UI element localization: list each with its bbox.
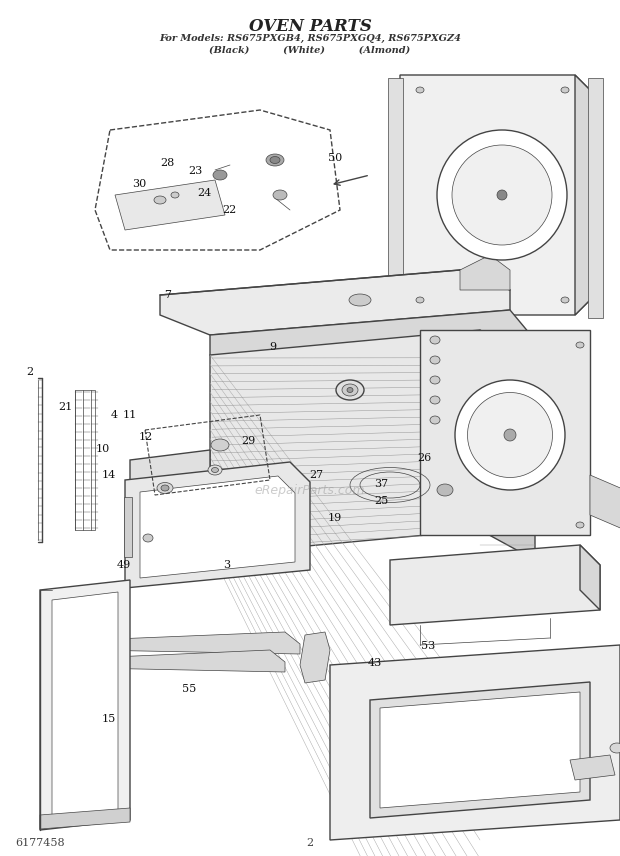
Text: eRepairParts.com: eRepairParts.com: [255, 484, 365, 496]
Ellipse shape: [342, 384, 358, 396]
Ellipse shape: [561, 297, 569, 303]
Polygon shape: [330, 645, 620, 840]
Text: OVEN PARTS: OVEN PARTS: [249, 18, 371, 35]
Polygon shape: [90, 650, 285, 672]
Ellipse shape: [576, 522, 584, 528]
Polygon shape: [580, 545, 600, 610]
Polygon shape: [40, 808, 130, 829]
Polygon shape: [125, 462, 310, 588]
Polygon shape: [570, 755, 615, 780]
Text: 29: 29: [241, 436, 255, 446]
Polygon shape: [400, 75, 590, 315]
Text: 30: 30: [133, 179, 146, 189]
Text: 28: 28: [161, 158, 174, 168]
Text: 2: 2: [26, 367, 33, 377]
Ellipse shape: [273, 190, 287, 200]
Polygon shape: [590, 475, 620, 530]
Text: 9: 9: [269, 342, 277, 352]
Ellipse shape: [576, 342, 584, 348]
Polygon shape: [575, 75, 590, 315]
Text: 50: 50: [328, 153, 342, 163]
Polygon shape: [380, 692, 580, 808]
Text: 43: 43: [368, 658, 382, 669]
Polygon shape: [40, 580, 130, 830]
Text: 15: 15: [102, 714, 115, 724]
Ellipse shape: [270, 157, 280, 163]
Ellipse shape: [349, 294, 371, 306]
Ellipse shape: [161, 485, 169, 491]
Polygon shape: [140, 476, 295, 578]
Ellipse shape: [171, 192, 179, 198]
Text: 21: 21: [58, 401, 72, 412]
Text: 19: 19: [328, 513, 342, 523]
Ellipse shape: [157, 483, 173, 494]
Polygon shape: [210, 330, 480, 555]
Ellipse shape: [610, 743, 620, 753]
Ellipse shape: [430, 416, 440, 424]
Text: 7: 7: [164, 290, 171, 300]
Text: 25: 25: [374, 496, 388, 506]
Text: 37: 37: [374, 479, 388, 489]
Polygon shape: [480, 330, 535, 560]
Ellipse shape: [437, 484, 453, 496]
Ellipse shape: [208, 465, 222, 475]
Ellipse shape: [416, 297, 424, 303]
Text: 14: 14: [102, 470, 115, 480]
Polygon shape: [115, 180, 225, 230]
Text: 49: 49: [117, 560, 131, 570]
Text: (Black)          (White)          (Almond): (Black) (White) (Almond): [210, 46, 410, 55]
Text: 27: 27: [309, 470, 323, 480]
Ellipse shape: [336, 380, 364, 400]
Text: 10: 10: [95, 444, 109, 455]
Polygon shape: [390, 545, 600, 625]
Bar: [388, 78, 403, 318]
Text: 53: 53: [421, 641, 435, 651]
Polygon shape: [460, 255, 510, 290]
Ellipse shape: [437, 130, 567, 260]
Ellipse shape: [504, 429, 516, 441]
Ellipse shape: [430, 336, 440, 344]
Text: 3: 3: [223, 560, 230, 570]
Ellipse shape: [430, 396, 440, 404]
Polygon shape: [160, 270, 510, 335]
Polygon shape: [52, 592, 118, 820]
Text: 23: 23: [188, 166, 202, 176]
Text: 2: 2: [306, 838, 314, 848]
Ellipse shape: [211, 439, 229, 451]
Polygon shape: [370, 682, 590, 818]
Ellipse shape: [143, 534, 153, 542]
Polygon shape: [210, 310, 535, 385]
Text: 6177458: 6177458: [15, 838, 64, 848]
Bar: [588, 78, 603, 318]
Bar: [124, 497, 132, 557]
Ellipse shape: [154, 196, 166, 204]
Text: 12: 12: [139, 431, 153, 442]
Text: 24: 24: [198, 187, 211, 198]
Ellipse shape: [497, 190, 507, 200]
Polygon shape: [300, 632, 330, 683]
Text: For Models: RS675PXGB4, RS675PXGQ4, RS675PXGZ4: For Models: RS675PXGB4, RS675PXGQ4, RS67…: [159, 34, 461, 43]
Ellipse shape: [416, 87, 424, 93]
Text: 11: 11: [123, 410, 137, 420]
Bar: [75, 390, 95, 530]
Ellipse shape: [452, 145, 552, 245]
Ellipse shape: [455, 380, 565, 490]
Ellipse shape: [430, 356, 440, 364]
Text: 4: 4: [111, 410, 118, 420]
Ellipse shape: [213, 170, 227, 180]
Text: 22: 22: [223, 205, 236, 215]
Ellipse shape: [467, 393, 552, 478]
Text: 26: 26: [418, 453, 432, 463]
Ellipse shape: [347, 388, 353, 393]
Ellipse shape: [430, 376, 440, 384]
Polygon shape: [90, 632, 300, 654]
Ellipse shape: [211, 467, 218, 473]
Polygon shape: [420, 330, 590, 535]
Ellipse shape: [561, 87, 569, 93]
Ellipse shape: [266, 154, 284, 166]
Polygon shape: [130, 450, 210, 570]
Text: 55: 55: [182, 684, 196, 694]
